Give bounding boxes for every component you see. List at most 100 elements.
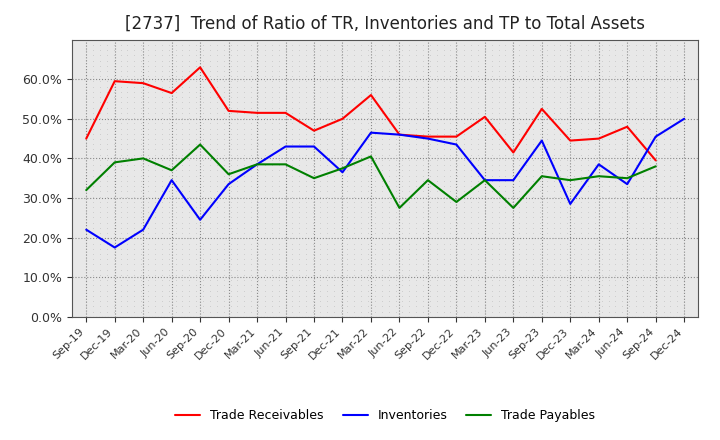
Point xyxy=(143,209,154,216)
Point xyxy=(184,57,195,64)
Point xyxy=(554,198,566,205)
Point xyxy=(637,256,649,263)
Point xyxy=(438,256,449,263)
Point xyxy=(637,52,649,59)
Point xyxy=(376,99,387,106)
Point xyxy=(238,303,250,310)
Point xyxy=(493,78,505,85)
Point xyxy=(562,57,573,64)
Point xyxy=(108,282,120,289)
Point xyxy=(678,313,690,320)
Point xyxy=(321,297,333,304)
Point xyxy=(390,261,401,268)
Point xyxy=(486,52,498,59)
Inventories xyxy=(366,130,375,136)
Point xyxy=(431,94,443,101)
Point xyxy=(81,114,92,121)
Point xyxy=(610,94,621,101)
Point xyxy=(445,73,456,80)
Point xyxy=(328,250,339,257)
Point xyxy=(101,282,112,289)
Point xyxy=(143,62,154,69)
Point xyxy=(521,198,532,205)
Point xyxy=(197,240,209,247)
Point xyxy=(472,303,484,310)
Point xyxy=(246,167,257,174)
Point xyxy=(534,88,546,95)
Point xyxy=(294,240,305,247)
Point xyxy=(143,245,154,252)
Point xyxy=(163,172,174,179)
Point xyxy=(170,36,181,43)
Point xyxy=(658,41,670,48)
Point xyxy=(383,308,395,315)
Point xyxy=(143,109,154,116)
Point xyxy=(616,219,628,226)
Point xyxy=(314,36,325,43)
Point xyxy=(438,297,449,304)
Point xyxy=(596,125,608,132)
Point xyxy=(397,47,408,54)
Point xyxy=(672,250,683,257)
Point xyxy=(500,240,511,247)
Point xyxy=(493,287,505,294)
Point xyxy=(534,277,546,284)
Point xyxy=(135,109,147,116)
Point xyxy=(321,219,333,226)
Point xyxy=(486,256,498,263)
Point xyxy=(651,183,662,190)
Point xyxy=(115,188,127,195)
Point xyxy=(170,250,181,257)
Point xyxy=(569,125,580,132)
Point xyxy=(184,161,195,169)
Point xyxy=(163,277,174,284)
Point xyxy=(252,224,264,231)
Point xyxy=(575,161,587,169)
Point xyxy=(335,261,346,268)
Point xyxy=(314,209,325,216)
Point xyxy=(569,230,580,237)
Point xyxy=(232,78,243,85)
Point xyxy=(156,141,168,148)
Point xyxy=(424,313,436,320)
Point xyxy=(616,240,628,247)
Point xyxy=(521,292,532,299)
Point xyxy=(575,224,587,231)
Point xyxy=(527,146,539,153)
Point xyxy=(493,303,505,310)
Point xyxy=(314,67,325,74)
Point xyxy=(266,277,278,284)
Point xyxy=(307,125,319,132)
Point xyxy=(348,214,360,221)
Point xyxy=(616,104,628,111)
Point xyxy=(548,271,559,279)
Point xyxy=(314,198,325,205)
Point xyxy=(424,198,436,205)
Point xyxy=(665,183,676,190)
Point xyxy=(424,36,436,43)
Point xyxy=(665,240,676,247)
Point xyxy=(472,282,484,289)
Point xyxy=(616,130,628,137)
Point xyxy=(562,114,573,121)
Point xyxy=(259,136,271,143)
Point xyxy=(143,277,154,284)
Point xyxy=(500,245,511,252)
Point xyxy=(658,104,670,111)
Point xyxy=(376,47,387,54)
Point xyxy=(630,120,642,127)
Point xyxy=(644,130,655,137)
Point xyxy=(238,94,250,101)
Point xyxy=(211,183,222,190)
Point xyxy=(513,177,525,184)
Point xyxy=(176,130,188,137)
Point xyxy=(232,67,243,74)
Point xyxy=(204,313,216,320)
Point xyxy=(610,282,621,289)
Point xyxy=(307,292,319,299)
Point xyxy=(328,297,339,304)
Point xyxy=(300,188,312,195)
Point xyxy=(603,250,614,257)
Point xyxy=(321,198,333,205)
Point xyxy=(190,57,202,64)
